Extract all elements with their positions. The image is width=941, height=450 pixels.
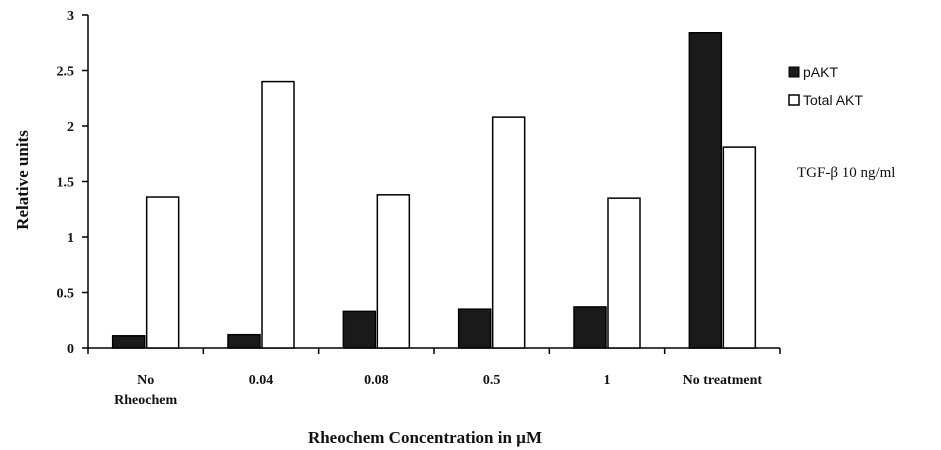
x-category-label: 0.5	[483, 373, 501, 388]
x-category-label: 0.08	[364, 373, 389, 388]
y-tick-label: 0	[67, 342, 74, 357]
category-labels: No Rheochem 0.04 0.08 0.5 1 No treatment	[114, 373, 762, 408]
legend: pAKT Total AKT	[788, 64, 863, 108]
bar-total-akt	[145, 196, 180, 349]
bar-total-akt	[491, 116, 526, 349]
bar-total-akt	[722, 146, 757, 349]
bar-pakt	[227, 333, 261, 349]
y-axis-title: Relative units	[13, 130, 32, 230]
x-category-label: No treatment	[683, 373, 763, 388]
bar-total-akt	[607, 197, 641, 349]
x-category-label: 1	[604, 373, 611, 388]
y-tick-label: 2	[67, 120, 74, 135]
bar-total-akt	[261, 80, 295, 349]
bars-group	[111, 32, 757, 349]
x-category-label: 0.04	[249, 373, 274, 388]
y-tick-label: 1	[67, 231, 74, 246]
bar-pakt	[688, 32, 723, 349]
x-axis-title: Rheochem Concentration in µM	[308, 428, 542, 447]
y-axis: 0 0.5 1 1.5 2 2.5 3	[57, 9, 89, 357]
x-category-label: No	[137, 373, 154, 388]
y-tick-label: 1.5	[57, 176, 75, 191]
bar-pakt	[573, 306, 607, 349]
bar-pakt	[342, 310, 377, 349]
x-axis	[87, 347, 781, 354]
legend-label-total-akt: Total AKT	[803, 92, 863, 108]
legend-swatch-pakt	[788, 66, 800, 78]
y-tick-label: 2.5	[57, 65, 75, 80]
bar-pakt	[111, 335, 146, 349]
y-tick-label: 3	[67, 9, 74, 24]
legend-label-pakt: pAKT	[803, 64, 838, 80]
bar-total-akt	[376, 194, 411, 349]
bar-pakt	[457, 308, 492, 349]
x-category-label: Rheochem	[114, 393, 177, 408]
treatment-annotation: TGF-β 10 ng/ml	[797, 165, 895, 181]
y-tick-label: 0.5	[57, 287, 75, 302]
legend-swatch-total-akt	[788, 94, 800, 106]
